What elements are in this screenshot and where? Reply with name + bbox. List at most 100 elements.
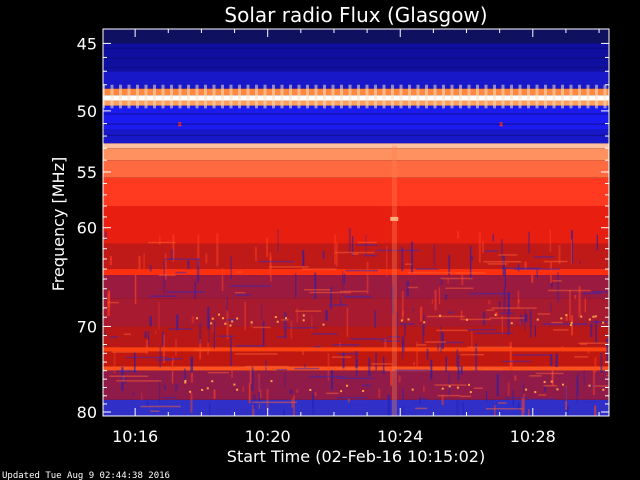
- texture-speckle: [206, 387, 209, 390]
- texture-speckle: [322, 323, 325, 326]
- texture-streak: [296, 307, 299, 323]
- texture-streak: [314, 391, 317, 397]
- texture-streak: [295, 273, 297, 298]
- texture-strip: [162, 396, 177, 399]
- texture-streak: [456, 349, 459, 367]
- texture-streak: [460, 310, 463, 319]
- texture-speckle: [411, 388, 414, 391]
- texture-strip: [225, 319, 237, 321]
- texture-streak: [551, 369, 554, 386]
- texture-strip: [537, 313, 551, 315]
- texture-speckle: [510, 322, 513, 325]
- texture-speckle: [594, 315, 597, 318]
- frequency-band: [103, 43, 609, 72]
- texture-streak: [419, 396, 421, 404]
- texture-speckle: [231, 320, 234, 323]
- texture-streak: [531, 274, 534, 283]
- texture-streak: [144, 331, 147, 339]
- texture-strip: [164, 357, 183, 360]
- plot-frame: [102, 28, 610, 417]
- texture-strip: [407, 271, 453, 274]
- texture-streak: [406, 280, 409, 297]
- texture-strip: [441, 341, 463, 344]
- texture-streak: [440, 325, 442, 353]
- x-tick-label: 10:16: [112, 427, 158, 446]
- texture-streak: [498, 301, 501, 310]
- texture-strip: [592, 291, 609, 293]
- texture-strip: [578, 342, 609, 344]
- texture-streak: [500, 239, 503, 258]
- texture-speckle: [274, 316, 277, 319]
- frequency-band: [103, 269, 609, 276]
- texture-streak: [398, 375, 401, 383]
- texture-streak: [259, 389, 262, 398]
- texture-streak: [184, 368, 186, 383]
- texture-strip: [405, 263, 412, 265]
- texture-strip: [349, 338, 388, 340]
- texture-streak: [577, 373, 579, 396]
- texture-speckle: [302, 319, 305, 322]
- texture-strip: [125, 356, 167, 359]
- y-tick-label: 45: [77, 34, 97, 53]
- texture-streak: [387, 395, 390, 416]
- texture-streak: [159, 235, 161, 246]
- texture-speckle: [570, 321, 573, 324]
- texture-strip: [194, 349, 211, 351]
- texture-strip: [269, 266, 309, 268]
- texture-streak: [284, 372, 286, 388]
- texture-streak: [213, 389, 216, 399]
- texture-speckle: [184, 379, 187, 382]
- texture-speckle: [525, 388, 528, 391]
- texture-streak: [322, 250, 325, 260]
- texture-strip: [501, 267, 541, 270]
- texture-strip: [164, 258, 200, 260]
- texture-streak: [265, 359, 267, 372]
- texture-strip: [111, 351, 147, 353]
- frequency-band: [103, 370, 609, 400]
- texture-streak: [555, 353, 558, 368]
- texture-strip: [416, 344, 427, 346]
- texture-streak: [226, 310, 229, 340]
- texture-streak: [175, 384, 178, 391]
- texture-strip: [109, 375, 149, 377]
- texture-streak: [356, 359, 358, 376]
- texture-streak: [549, 354, 553, 367]
- frequency-band: [103, 326, 609, 348]
- texture-streak: [205, 253, 208, 264]
- x-tick-label: 10:24: [377, 427, 423, 446]
- texture-speckle: [494, 313, 497, 316]
- texture-strip: [140, 405, 181, 408]
- texture-streak: [302, 351, 304, 356]
- texture-strip: [357, 241, 377, 244]
- frequency-band: [103, 105, 609, 130]
- texture-strip: [407, 286, 418, 289]
- texture-streak: [107, 290, 111, 308]
- frequency-band: [103, 143, 609, 149]
- texture-strip: [607, 321, 609, 324]
- texture-strip: [533, 256, 554, 258]
- texture-streak: [339, 299, 342, 306]
- texture-streak: [401, 291, 404, 321]
- texture-streak: [368, 357, 371, 377]
- texture-streak: [208, 316, 210, 343]
- texture-strip: [415, 268, 438, 270]
- frequency-band: [103, 205, 609, 244]
- texture-speckle: [565, 314, 568, 317]
- texture-streak: [331, 370, 333, 390]
- texture-streak: [508, 291, 511, 313]
- texture-streak: [292, 395, 296, 416]
- texture-strip: [236, 345, 265, 347]
- texture-streak: [163, 334, 165, 363]
- texture-strip: [123, 333, 131, 336]
- texture-strip: [168, 328, 193, 330]
- texture-streak: [413, 361, 416, 366]
- texture-streak: [258, 403, 260, 409]
- texture-speckle: [340, 390, 343, 393]
- texture-strip: [588, 385, 595, 387]
- texture-strip: [301, 268, 337, 270]
- texture-speckle: [400, 319, 403, 322]
- texture-streak: [258, 373, 260, 392]
- frequency-band: [103, 298, 609, 327]
- texture-strip: [498, 254, 518, 256]
